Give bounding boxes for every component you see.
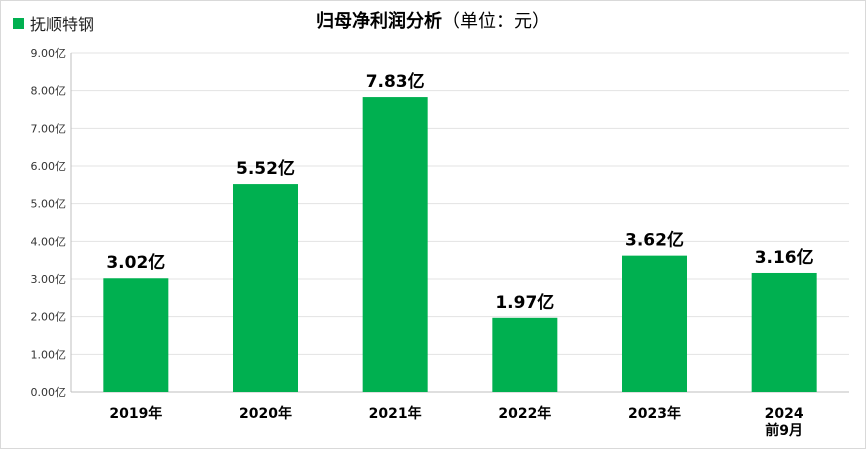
y-tick-label: 2.00亿 [31, 311, 67, 324]
x-tick-label: 2021年 [369, 405, 422, 422]
bar-value-label: 1.97亿 [495, 292, 554, 313]
bar [751, 272, 817, 392]
chart-title-main: 归母净利润分析 [316, 11, 442, 32]
bar [233, 184, 298, 392]
bar [622, 255, 687, 392]
bar [492, 317, 558, 392]
bar-value-label: 3.16亿 [755, 247, 814, 268]
bar-value-label: 7.83亿 [366, 71, 425, 92]
legend-label: 抚顺特钢 [30, 15, 95, 34]
bar-value-label: 3.62亿 [625, 230, 684, 251]
y-tick-label: 4.00亿 [31, 235, 67, 248]
x-tick-label: 2020年 [239, 405, 292, 422]
bar-value-label: 3.02亿 [106, 252, 165, 273]
bar [362, 97, 428, 392]
legend-swatch [13, 17, 24, 29]
y-tick-label: 3.00亿 [31, 273, 67, 286]
y-tick-label: 9.00亿 [31, 47, 67, 60]
y-tick-label: 7.00亿 [31, 122, 67, 135]
x-tick-label: 2019年 [109, 405, 162, 422]
chart-title: 归母净利润分析（单位：元） [1, 7, 865, 33]
y-tick-label: 6.00亿 [31, 160, 67, 173]
x-tick-label: 2024 前9月 [765, 406, 804, 439]
y-tick-label: 1.00亿 [31, 348, 67, 361]
y-tick-label: 8.00亿 [31, 85, 67, 98]
y-tick-label: 0.00亿 [31, 386, 67, 399]
x-tick-label: 2023年 [628, 405, 681, 422]
x-tick-label: 2022年 [498, 405, 551, 422]
bar-value-label: 5.52亿 [236, 158, 295, 179]
chart-title-unit: （单位：元） [442, 11, 550, 32]
bar [103, 278, 169, 392]
legend: 抚顺特钢 [13, 11, 94, 35]
y-tick-label: 5.00亿 [31, 198, 67, 211]
